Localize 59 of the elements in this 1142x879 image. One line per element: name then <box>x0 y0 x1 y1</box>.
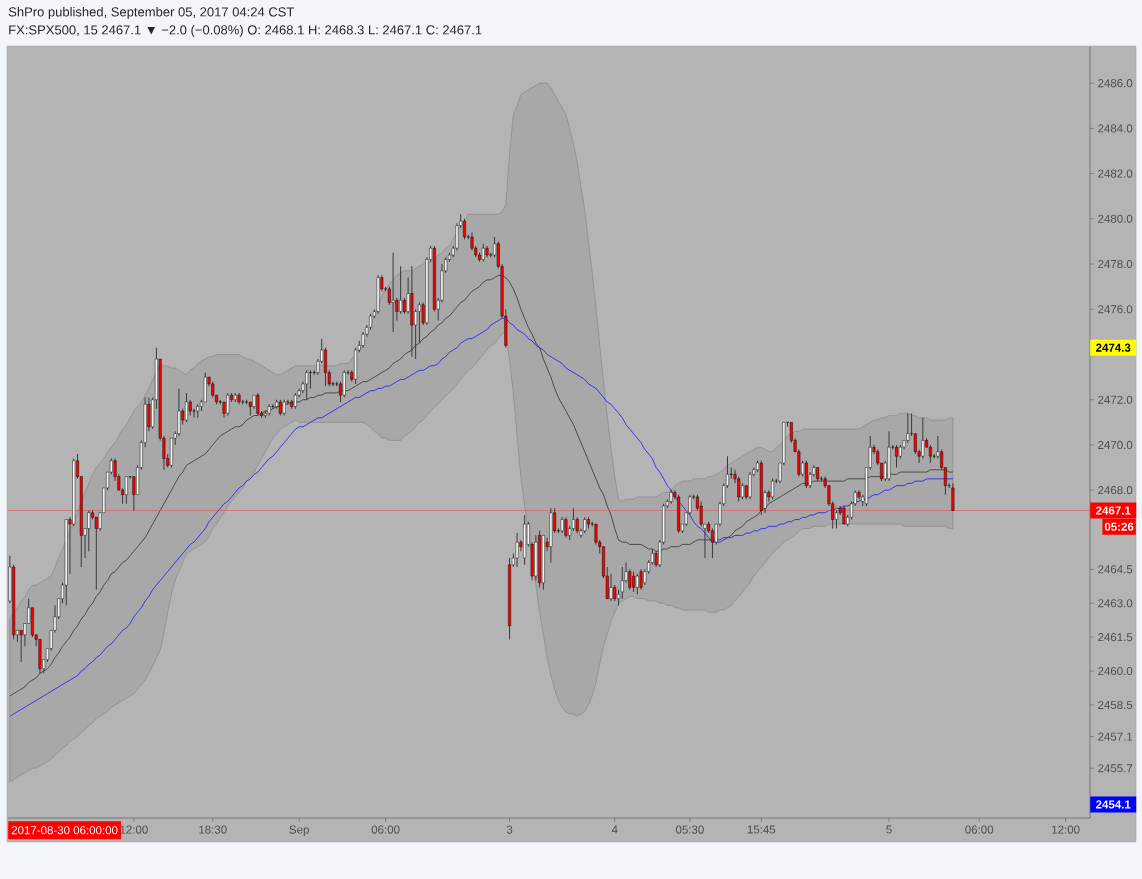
y-tick-label: 2457.1 <box>1098 732 1133 741</box>
candlestick <box>842 505 846 525</box>
candlestick <box>256 392 260 417</box>
candlestick <box>951 482 955 511</box>
x-tick-label: 5 <box>886 825 892 834</box>
candlestick <box>226 392 230 417</box>
x-tick-label: 06:00 <box>965 825 994 834</box>
candlestick <box>463 218 466 240</box>
y-tick-label: 2484.0 <box>1098 124 1133 133</box>
x-tick-label: Sep <box>289 825 309 836</box>
y-tick-label: 2486.0 <box>1098 79 1133 88</box>
y-tick-label: 2463.0 <box>1098 599 1133 608</box>
ref-line-label: 2467.1 <box>1096 506 1131 515</box>
text: 2474.3 <box>1096 343 1131 352</box>
candlestick <box>87 510 91 552</box>
candlestick <box>391 252 395 333</box>
y-tick-label: 2455.7 <box>1098 764 1133 773</box>
candlestick <box>515 532 519 568</box>
y-tick-label: 2464.5 <box>1098 565 1133 574</box>
text: 05:26 <box>1104 522 1134 531</box>
y-tick-label: 2478.0 <box>1098 259 1133 269</box>
x-tick-label: 15:45 <box>747 825 776 834</box>
x-tick-label: 4 <box>611 825 618 834</box>
y-tick-label: 2476.0 <box>1098 305 1133 314</box>
chart-title: ShPro published, September 05, 2017 04:24 CST <box>8 6 295 20</box>
candlestick <box>921 417 925 459</box>
candlestick <box>564 516 568 539</box>
y-tick-label: 2470.0 <box>1098 440 1133 449</box>
candlestick <box>928 444 932 464</box>
candlestick <box>308 369 312 389</box>
candlestick <box>906 412 910 444</box>
y-tick-label: 2458.5 <box>1098 700 1133 710</box>
candlestick <box>305 369 309 401</box>
y-tick-label: 2460.0 <box>1098 666 1133 676</box>
candlestick <box>271 403 275 410</box>
candlestick <box>185 392 188 423</box>
candlestick <box>609 573 613 602</box>
y-tick-label: 2482.0 <box>1098 169 1133 178</box>
candlestick <box>342 369 346 398</box>
x-tick-label: 12:00 <box>120 825 148 834</box>
candlestick <box>639 568 643 591</box>
y-tick-label: 2461.5 <box>1098 633 1133 642</box>
x-tick-label: 06:00 <box>371 825 400 834</box>
y-tick-label: 2480.0 <box>1098 214 1133 223</box>
chart-subtitle: FX:SPX500, 15 2467.1 ▼ −2.0 (−0.08%) O: 2468.1 H: 2468.3 L: 2467.1 C: 2467.1 <box>9 24 482 38</box>
candlestick <box>635 573 639 595</box>
x-tick-label: 05:30 <box>675 825 704 834</box>
candlestick <box>324 347 327 387</box>
text: 2454.1 <box>1096 800 1131 809</box>
x-tick-label: 3 <box>506 825 513 834</box>
y-tick-label: 2468.0 <box>1098 486 1133 495</box>
text: 2017-08-30 06:00:00 <box>11 826 118 835</box>
x-tick-label: 12:00 <box>1052 825 1080 834</box>
x-tick-label: 18:30 <box>199 825 227 834</box>
candlestick <box>748 471 752 500</box>
candlestick <box>571 507 575 532</box>
candlestick <box>417 301 421 344</box>
y-tick-label: 2472.0 <box>1098 395 1133 404</box>
candlestick <box>632 571 636 593</box>
